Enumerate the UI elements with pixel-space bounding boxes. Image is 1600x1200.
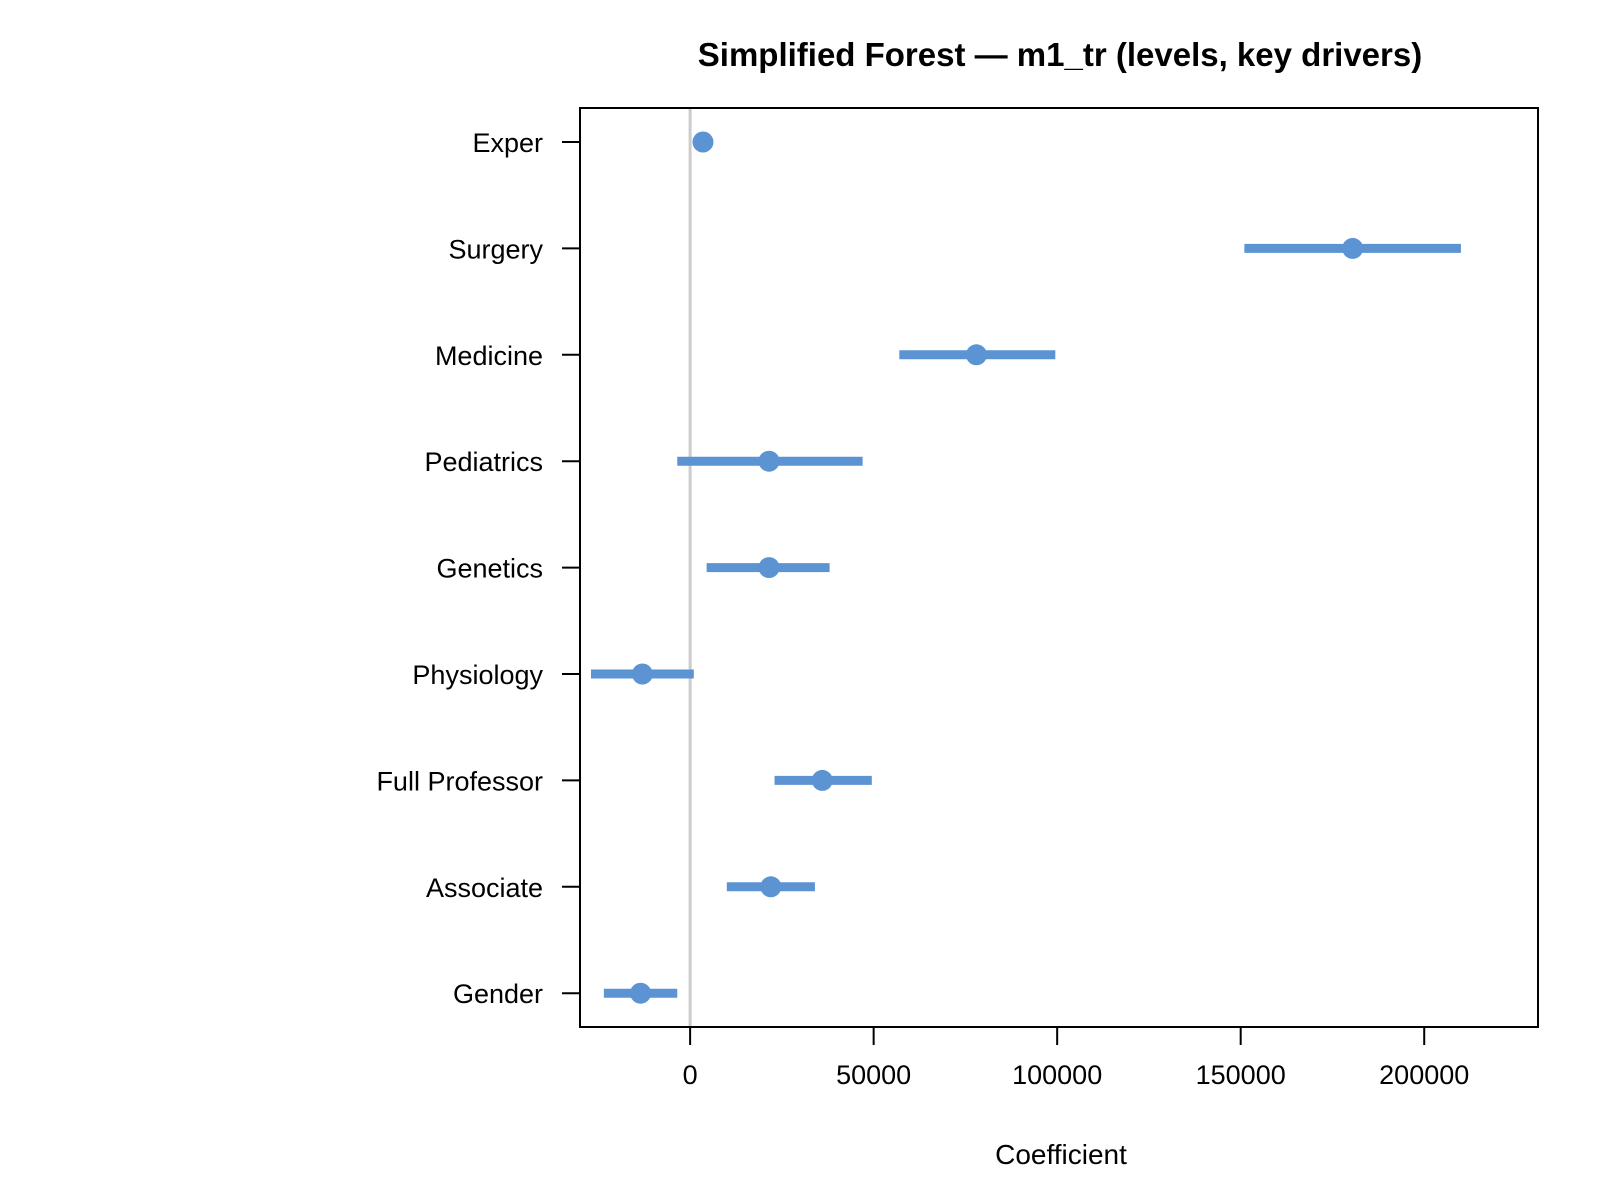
point-full-professor xyxy=(811,769,833,791)
x-tick-label-50000: 50000 xyxy=(836,1060,911,1090)
y-axis: Exper Surgery Medicine Pediatrics Genetics Ph… xyxy=(376,128,580,1009)
x-tick-label-100000: 100000 xyxy=(1012,1060,1102,1090)
point-associate xyxy=(760,876,782,898)
confidence-intervals xyxy=(591,131,1461,1004)
x-axis: 0 50000 100000 150000 200000 xyxy=(683,1026,1469,1090)
point-physiology xyxy=(631,663,653,685)
point-genetics xyxy=(758,557,780,579)
y-tick-label-pediatrics: Pediatrics xyxy=(424,447,543,477)
x-axis-label: Coefficient xyxy=(995,1139,1127,1170)
x-tick-label-150000: 150000 xyxy=(1196,1060,1286,1090)
y-tick-label-medicine: Medicine xyxy=(435,341,543,371)
point-gender xyxy=(630,982,652,1004)
y-tick-label-exper: Exper xyxy=(472,128,543,158)
x-tick-label-200000: 200000 xyxy=(1379,1060,1469,1090)
point-surgery xyxy=(1342,237,1364,259)
y-tick-label-surgery: Surgery xyxy=(448,234,543,264)
y-tick-label-gender: Gender xyxy=(453,979,543,1009)
point-medicine xyxy=(965,344,987,366)
y-tick-label-full-professor: Full Professor xyxy=(376,766,543,796)
point-pediatrics xyxy=(758,450,780,472)
y-tick-label-genetics: Genetics xyxy=(436,554,543,584)
y-tick-label-associate: Associate xyxy=(426,873,543,903)
x-tick-label-0: 0 xyxy=(683,1060,698,1090)
chart-title: Simplified Forest — m1_tr (levels, key d… xyxy=(698,36,1422,73)
y-tick-label-physiology: Physiology xyxy=(412,660,543,690)
point-exper xyxy=(692,131,714,153)
